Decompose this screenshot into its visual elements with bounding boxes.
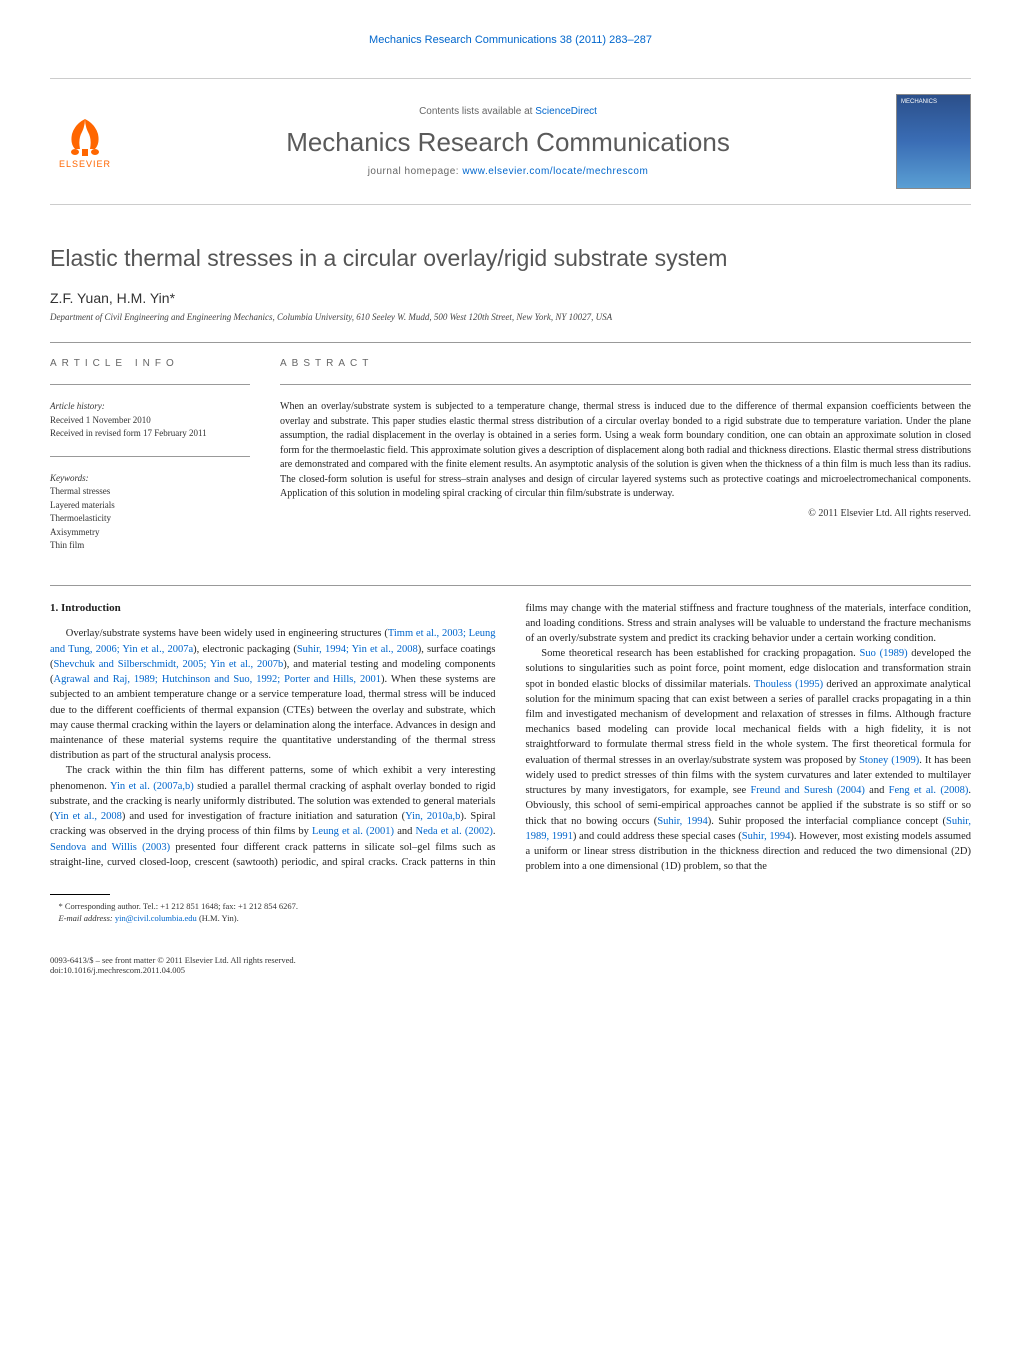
citation[interactable]: Stoney (1909) — [859, 755, 919, 766]
sciencedirect-link[interactable]: ScienceDirect — [535, 106, 597, 117]
citation[interactable]: Freund and Suresh (2004) — [750, 785, 864, 796]
article-history: Article history: Received 1 November 201… — [50, 400, 250, 441]
abstract-text: When an overlay/substrate system is subj… — [280, 400, 971, 502]
citation[interactable]: Suhir, 1994 — [742, 831, 791, 842]
abstract-label: abstract — [280, 358, 971, 369]
elsevier-tree-icon — [60, 114, 110, 159]
article-info-column: article info Article history: Received 1… — [50, 358, 250, 565]
keywords-label: Keywords: — [50, 472, 250, 486]
intro-p3: Some theoretical research has been estab… — [526, 646, 972, 874]
keyword: Axisymmetry — [50, 526, 250, 540]
info-divider-2 — [50, 456, 250, 457]
affiliation: Department of Civil Engineering and Engi… — [50, 312, 971, 322]
citation[interactable]: Yin et al., 2008 — [54, 811, 122, 822]
copyright: © 2011 Elsevier Ltd. All rights reserved… — [280, 508, 971, 519]
info-abstract-row: article info Article history: Received 1… — [50, 358, 971, 565]
keyword: Thermal stresses — [50, 485, 250, 499]
homepage-link[interactable]: www.elsevier.com/locate/mechrescom — [462, 166, 648, 177]
journal-reference[interactable]: Mechanics Research Communications 38 (20… — [369, 34, 652, 46]
article-title: Elastic thermal stresses in a circular o… — [50, 245, 971, 272]
email-label: E-mail address: — [59, 913, 115, 923]
revised-date: Received in revised form 17 February 201… — [50, 427, 250, 441]
elsevier-logo[interactable]: ELSEVIER — [50, 107, 120, 177]
citation[interactable]: Leung et al. (2001) — [312, 826, 394, 837]
homepage-prefix: journal homepage: — [368, 166, 463, 177]
authors: Z.F. Yuan, H.M. Yin* — [50, 290, 971, 306]
citation[interactable]: Agrawal and Raj, 1989; Hutchinson and Su… — [54, 674, 381, 685]
email-link[interactable]: yin@civil.columbia.edu — [115, 913, 197, 923]
footnote-block: * Corresponding author. Tel.: +1 212 851… — [50, 901, 971, 925]
email-line: E-mail address: yin@civil.columbia.edu (… — [50, 913, 971, 925]
journal-cover-text: MECHANICS — [897, 95, 970, 109]
received-date: Received 1 November 2010 — [50, 414, 250, 428]
keywords-block: Keywords: Thermal stresses Layered mater… — [50, 472, 250, 553]
citation[interactable]: Shevchuk and Silberschmidt, 2005; Yin et… — [54, 659, 284, 670]
keyword: Layered materials — [50, 499, 250, 513]
citation[interactable]: Suo (1989) — [860, 648, 908, 659]
article-body: Elastic thermal stresses in a circular o… — [0, 225, 1021, 945]
doi-line[interactable]: doi:10.1016/j.mechrescom.2011.04.005 — [50, 965, 971, 975]
citation[interactable]: Suhir, 1994; Yin et al., 2008 — [297, 644, 418, 655]
intro-heading: 1. Introduction — [50, 601, 496, 617]
citation[interactable]: Neda et al. (2002) — [416, 826, 493, 837]
body-columns: 1. Introduction Overlay/substrate system… — [50, 601, 971, 875]
elsevier-label: ELSEVIER — [59, 159, 111, 169]
keyword-list: Thermal stresses Layered materials Therm… — [50, 485, 250, 553]
citation[interactable]: Yin et al. (2007a,b) — [110, 781, 194, 792]
masthead-left: ELSEVIER — [50, 107, 120, 177]
journal-title: Mechanics Research Communications — [120, 127, 896, 158]
contents-line: Contents lists available at ScienceDirec… — [120, 106, 896, 117]
history-label: Article history: — [50, 400, 250, 414]
journal-cover[interactable]: MECHANICS — [896, 94, 971, 189]
article-info-label: article info — [50, 358, 250, 369]
masthead-center: Contents lists available at ScienceDirec… — [120, 106, 896, 177]
footnote-separator — [50, 894, 110, 895]
issn-line: 0093-6413/$ – see front matter © 2011 El… — [50, 955, 971, 965]
citation[interactable]: Thouless (1995) — [754, 679, 823, 690]
page-header: Mechanics Research Communications 38 (20… — [0, 0, 1021, 58]
citation[interactable]: Feng et al. (2008) — [889, 785, 969, 796]
info-divider — [50, 384, 250, 385]
citation[interactable]: Sendova and Willis (2003) — [50, 842, 170, 853]
abstract-divider — [280, 384, 971, 385]
keyword: Thin film — [50, 539, 250, 553]
page-footer: 0093-6413/$ – see front matter © 2011 El… — [0, 945, 1021, 1005]
corresponding-author: * Corresponding author. Tel.: +1 212 851… — [50, 901, 971, 913]
citation[interactable]: Suhir, 1994 — [657, 816, 707, 827]
divider-top — [50, 342, 971, 343]
email-suffix: (H.M. Yin). — [197, 913, 239, 923]
contents-prefix: Contents lists available at — [419, 106, 535, 117]
intro-p1: Overlay/substrate systems have been wide… — [50, 626, 496, 763]
abstract-column: abstract When an overlay/substrate syste… — [280, 358, 971, 565]
masthead: ELSEVIER Contents lists available at Sci… — [50, 78, 971, 205]
keyword: Thermoelasticity — [50, 512, 250, 526]
citation[interactable]: Yin, 2010a,b — [405, 811, 460, 822]
divider-bottom — [50, 585, 971, 586]
homepage-line: journal homepage: www.elsevier.com/locat… — [120, 166, 896, 177]
